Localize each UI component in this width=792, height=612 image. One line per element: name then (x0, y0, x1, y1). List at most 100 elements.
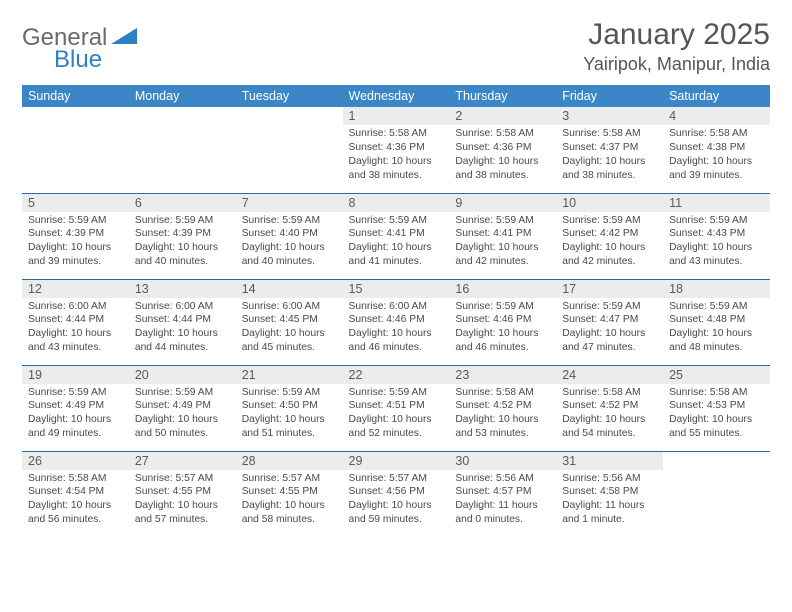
calendar-cell: 26Sunrise: 5:58 AMSunset: 4:54 PMDayligh… (22, 451, 129, 537)
day-number: 1 (343, 107, 450, 125)
calendar-cell: 18Sunrise: 5:59 AMSunset: 4:48 PMDayligh… (663, 279, 770, 365)
day-details: Sunrise: 5:59 AMSunset: 4:48 PMDaylight:… (663, 298, 770, 360)
calendar-cell: 13Sunrise: 6:00 AMSunset: 4:44 PMDayligh… (129, 279, 236, 365)
day-number: 12 (22, 280, 129, 298)
day-number: 25 (663, 366, 770, 384)
calendar-cell: 7Sunrise: 5:59 AMSunset: 4:40 PMDaylight… (236, 193, 343, 279)
day-details: Sunrise: 5:58 AMSunset: 4:36 PMDaylight:… (343, 125, 450, 187)
calendar-cell: 19Sunrise: 5:59 AMSunset: 4:49 PMDayligh… (22, 365, 129, 451)
day-details: Sunrise: 5:58 AMSunset: 4:54 PMDaylight:… (22, 470, 129, 532)
day-number: 29 (343, 452, 450, 470)
calendar-cell: 1Sunrise: 5:58 AMSunset: 4:36 PMDaylight… (343, 107, 450, 193)
day-number: 10 (556, 194, 663, 212)
day-details: Sunrise: 5:58 AMSunset: 4:53 PMDaylight:… (663, 384, 770, 446)
day-header: Saturday (663, 85, 770, 107)
calendar-cell: 27Sunrise: 5:57 AMSunset: 4:55 PMDayligh… (129, 451, 236, 537)
day-header: Friday (556, 85, 663, 107)
day-number: 27 (129, 452, 236, 470)
calendar-cell: 11Sunrise: 5:59 AMSunset: 4:43 PMDayligh… (663, 193, 770, 279)
day-details: Sunrise: 5:59 AMSunset: 4:50 PMDaylight:… (236, 384, 343, 446)
day-details: Sunrise: 5:59 AMSunset: 4:49 PMDaylight:… (129, 384, 236, 446)
day-details: Sunrise: 5:58 AMSunset: 4:38 PMDaylight:… (663, 125, 770, 187)
calendar-week: 26Sunrise: 5:58 AMSunset: 4:54 PMDayligh… (22, 451, 770, 537)
calendar-cell: 22Sunrise: 5:59 AMSunset: 4:51 PMDayligh… (343, 365, 450, 451)
calendar-head: SundayMondayTuesdayWednesdayThursdayFrid… (22, 85, 770, 107)
day-details: Sunrise: 6:00 AMSunset: 4:44 PMDaylight:… (22, 298, 129, 360)
day-details: Sunrise: 5:57 AMSunset: 4:55 PMDaylight:… (236, 470, 343, 532)
day-number: 13 (129, 280, 236, 298)
calendar-cell (663, 451, 770, 537)
day-number: 31 (556, 452, 663, 470)
calendar-cell: 5Sunrise: 5:59 AMSunset: 4:39 PMDaylight… (22, 193, 129, 279)
calendar-cell: 9Sunrise: 5:59 AMSunset: 4:41 PMDaylight… (449, 193, 556, 279)
day-details: Sunrise: 5:59 AMSunset: 4:42 PMDaylight:… (556, 212, 663, 274)
day-number: 21 (236, 366, 343, 384)
calendar-cell (236, 107, 343, 193)
calendar-cell: 4Sunrise: 5:58 AMSunset: 4:38 PMDaylight… (663, 107, 770, 193)
day-number: 24 (556, 366, 663, 384)
calendar-cell: 16Sunrise: 5:59 AMSunset: 4:46 PMDayligh… (449, 279, 556, 365)
calendar-cell: 10Sunrise: 5:59 AMSunset: 4:42 PMDayligh… (556, 193, 663, 279)
header: General January 2025 Yairipok, Manipur, … (22, 18, 770, 75)
day-header: Thursday (449, 85, 556, 107)
day-details: Sunrise: 5:59 AMSunset: 4:49 PMDaylight:… (22, 384, 129, 446)
calendar-table: SundayMondayTuesdayWednesdayThursdayFrid… (22, 85, 770, 537)
logo-triangle-icon (111, 26, 137, 51)
day-details: Sunrise: 5:59 AMSunset: 4:41 PMDaylight:… (449, 212, 556, 274)
calendar-cell: 28Sunrise: 5:57 AMSunset: 4:55 PMDayligh… (236, 451, 343, 537)
day-details: Sunrise: 6:00 AMSunset: 4:44 PMDaylight:… (129, 298, 236, 360)
day-number: 19 (22, 366, 129, 384)
day-details: Sunrise: 5:59 AMSunset: 4:39 PMDaylight:… (22, 212, 129, 274)
calendar-cell (129, 107, 236, 193)
day-number: 20 (129, 366, 236, 384)
day-header: Tuesday (236, 85, 343, 107)
calendar-cell: 6Sunrise: 5:59 AMSunset: 4:39 PMDaylight… (129, 193, 236, 279)
calendar-body: 1Sunrise: 5:58 AMSunset: 4:36 PMDaylight… (22, 107, 770, 537)
calendar-cell: 15Sunrise: 6:00 AMSunset: 4:46 PMDayligh… (343, 279, 450, 365)
day-number: 23 (449, 366, 556, 384)
day-number: 14 (236, 280, 343, 298)
calendar-cell: 3Sunrise: 5:58 AMSunset: 4:37 PMDaylight… (556, 107, 663, 193)
day-number: 26 (22, 452, 129, 470)
calendar-week: 5Sunrise: 5:59 AMSunset: 4:39 PMDaylight… (22, 193, 770, 279)
day-details: Sunrise: 5:57 AMSunset: 4:56 PMDaylight:… (343, 470, 450, 532)
day-details: Sunrise: 5:59 AMSunset: 4:39 PMDaylight:… (129, 212, 236, 274)
title-block: January 2025 Yairipok, Manipur, India (583, 18, 770, 75)
day-number: 30 (449, 452, 556, 470)
day-number: 28 (236, 452, 343, 470)
calendar-cell: 31Sunrise: 5:56 AMSunset: 4:58 PMDayligh… (556, 451, 663, 537)
calendar-cell: 2Sunrise: 5:58 AMSunset: 4:36 PMDaylight… (449, 107, 556, 193)
day-number: 8 (343, 194, 450, 212)
day-header: Monday (129, 85, 236, 107)
day-details: Sunrise: 5:59 AMSunset: 4:51 PMDaylight:… (343, 384, 450, 446)
day-number: 11 (663, 194, 770, 212)
day-details: Sunrise: 5:56 AMSunset: 4:58 PMDaylight:… (556, 470, 663, 532)
day-number: 15 (343, 280, 450, 298)
day-details: Sunrise: 5:59 AMSunset: 4:40 PMDaylight:… (236, 212, 343, 274)
day-number: 6 (129, 194, 236, 212)
day-header: Sunday (22, 85, 129, 107)
calendar-cell: 8Sunrise: 5:59 AMSunset: 4:41 PMDaylight… (343, 193, 450, 279)
calendar-cell: 14Sunrise: 6:00 AMSunset: 4:45 PMDayligh… (236, 279, 343, 365)
day-details: Sunrise: 5:58 AMSunset: 4:37 PMDaylight:… (556, 125, 663, 187)
day-number: 17 (556, 280, 663, 298)
day-details: Sunrise: 6:00 AMSunset: 4:46 PMDaylight:… (343, 298, 450, 360)
calendar-cell: 25Sunrise: 5:58 AMSunset: 4:53 PMDayligh… (663, 365, 770, 451)
day-details: Sunrise: 5:57 AMSunset: 4:55 PMDaylight:… (129, 470, 236, 532)
calendar-cell: 20Sunrise: 5:59 AMSunset: 4:49 PMDayligh… (129, 365, 236, 451)
logo-word2: Blue (54, 46, 102, 74)
day-number: 22 (343, 366, 450, 384)
month-title: January 2025 (583, 18, 770, 52)
day-header: Wednesday (343, 85, 450, 107)
calendar-week: 12Sunrise: 6:00 AMSunset: 4:44 PMDayligh… (22, 279, 770, 365)
day-details: Sunrise: 5:58 AMSunset: 4:52 PMDaylight:… (449, 384, 556, 446)
day-details: Sunrise: 6:00 AMSunset: 4:45 PMDaylight:… (236, 298, 343, 360)
calendar-cell (22, 107, 129, 193)
calendar-week: 19Sunrise: 5:59 AMSunset: 4:49 PMDayligh… (22, 365, 770, 451)
day-number: 9 (449, 194, 556, 212)
location: Yairipok, Manipur, India (583, 54, 770, 75)
day-details: Sunrise: 5:58 AMSunset: 4:52 PMDaylight:… (556, 384, 663, 446)
day-details: Sunrise: 5:59 AMSunset: 4:43 PMDaylight:… (663, 212, 770, 274)
day-number: 7 (236, 194, 343, 212)
day-number: 2 (449, 107, 556, 125)
